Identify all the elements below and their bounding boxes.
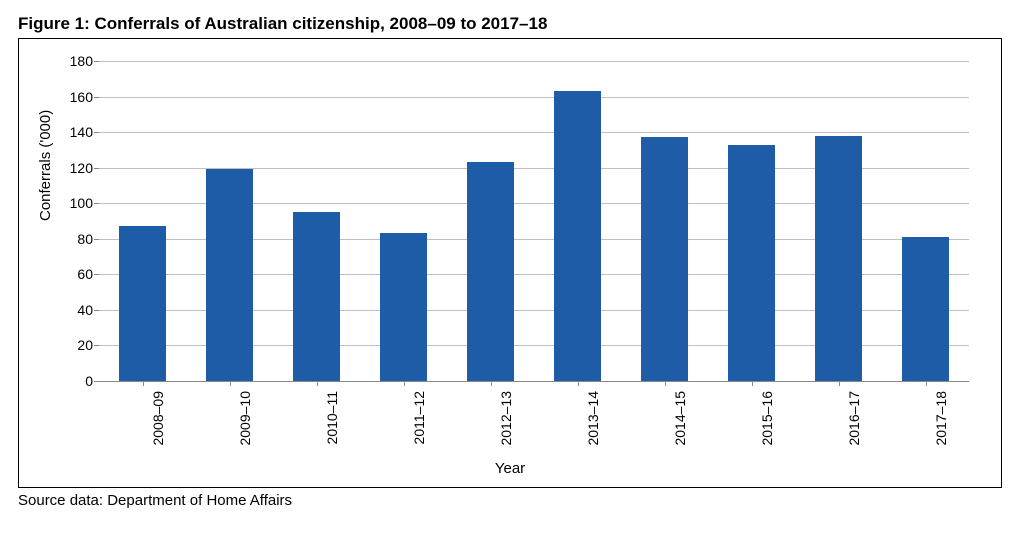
x-tick-label: 2010–11 xyxy=(324,391,340,471)
grid-line xyxy=(99,97,969,98)
x-tick-label: 2009–10 xyxy=(237,391,253,471)
x-tick-label: 2011–12 xyxy=(411,391,427,471)
y-tick-mark xyxy=(94,310,99,311)
x-tick-label: 2013–14 xyxy=(585,391,601,471)
y-tick-label: 140 xyxy=(53,124,93,140)
y-tick-mark xyxy=(94,61,99,62)
grid-line xyxy=(99,61,969,62)
bar xyxy=(467,162,515,381)
bar xyxy=(902,237,950,381)
grid-line xyxy=(99,132,969,133)
bar xyxy=(815,136,863,381)
x-tick-label: 2017–18 xyxy=(933,391,949,471)
y-tick-label: 160 xyxy=(53,89,93,105)
x-tick-mark xyxy=(230,381,231,386)
y-tick-mark xyxy=(94,203,99,204)
x-tick-label: 2014–15 xyxy=(672,391,688,471)
x-tick-mark xyxy=(404,381,405,386)
y-tick-mark xyxy=(94,168,99,169)
x-tick-mark xyxy=(665,381,666,386)
x-tick-mark xyxy=(143,381,144,386)
y-tick-mark xyxy=(94,345,99,346)
x-tick-label: 2012–13 xyxy=(498,391,514,471)
y-tick-mark xyxy=(94,239,99,240)
y-tick-mark xyxy=(94,97,99,98)
figure-title: Figure 1: Conferrals of Australian citiz… xyxy=(18,14,1006,34)
bar xyxy=(641,137,689,381)
x-tick-label: 2016–17 xyxy=(846,391,862,471)
bar xyxy=(380,233,428,381)
y-tick-label: 40 xyxy=(53,302,93,318)
figure-container: Figure 1: Conferrals of Australian citiz… xyxy=(0,0,1024,509)
x-tick-mark xyxy=(839,381,840,386)
bar xyxy=(293,212,341,381)
x-tick-mark xyxy=(317,381,318,386)
chart-box: Conferrals ('000) Year 02040608010012014… xyxy=(18,38,1002,488)
y-tick-label: 100 xyxy=(53,195,93,211)
x-tick-mark xyxy=(491,381,492,386)
plot-area xyxy=(99,61,969,381)
x-tick-label: 2008–09 xyxy=(150,391,166,471)
x-tick-label: 2015–16 xyxy=(759,391,775,471)
x-tick-mark xyxy=(752,381,753,386)
y-tick-label: 0 xyxy=(53,373,93,389)
x-tick-mark xyxy=(926,381,927,386)
bar xyxy=(119,226,167,381)
y-tick-mark xyxy=(94,274,99,275)
source-text: Source data: Department of Home Affairs xyxy=(18,492,1006,509)
y-tick-label: 20 xyxy=(53,337,93,353)
bar xyxy=(728,145,776,381)
bar xyxy=(206,169,254,381)
y-tick-label: 120 xyxy=(53,160,93,176)
y-tick-label: 60 xyxy=(53,266,93,282)
y-tick-mark xyxy=(94,132,99,133)
y-axis-label: Conferrals ('000) xyxy=(37,110,54,221)
bar xyxy=(554,91,602,381)
x-tick-mark xyxy=(578,381,579,386)
y-tick-label: 80 xyxy=(53,231,93,247)
y-tick-label: 180 xyxy=(53,53,93,69)
